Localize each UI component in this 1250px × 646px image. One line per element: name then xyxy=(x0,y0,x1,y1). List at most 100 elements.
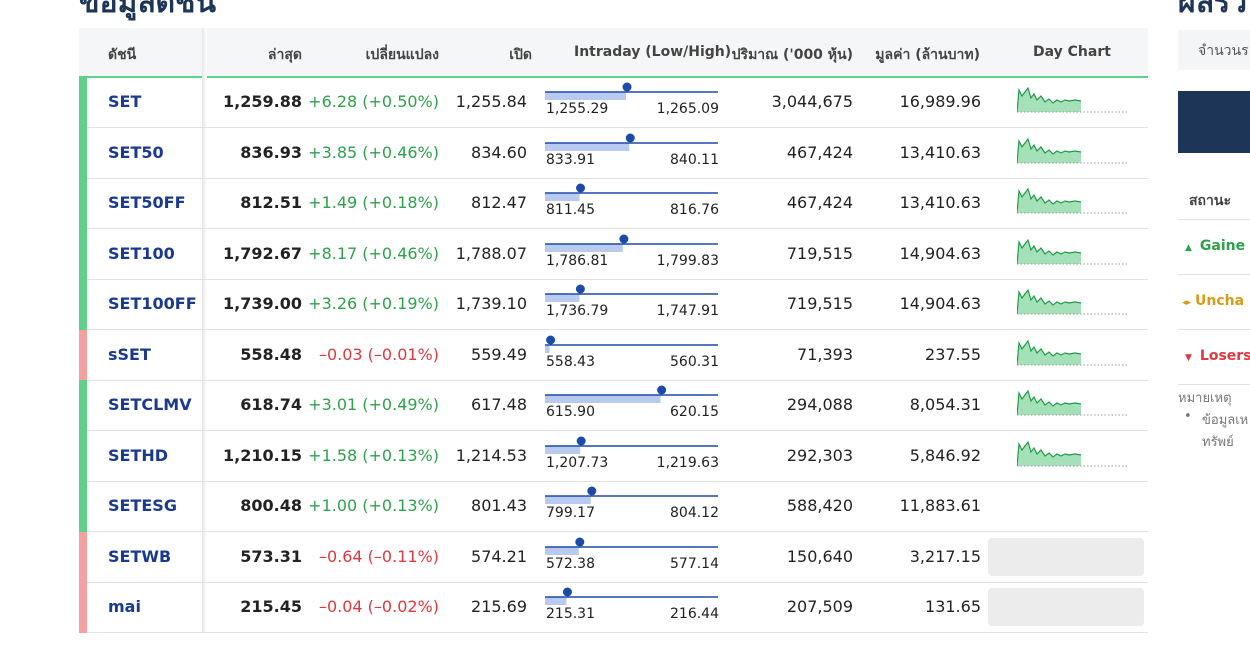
row-stripe xyxy=(79,228,87,280)
intraday-range xyxy=(545,335,718,353)
unchanged-label: Uncha xyxy=(1195,293,1245,309)
column-header: Day Chart xyxy=(1033,44,1111,60)
gainers-row: ▲ Gaine xyxy=(1185,238,1246,254)
index-name[interactable]: mai xyxy=(108,597,141,616)
trade-value: 13,410.63 xyxy=(899,142,981,162)
day-chart xyxy=(1017,137,1129,163)
table-row: SET 1,259.88 +6.28 (+0.50%) 1,255.84 1,255.2… xyxy=(79,77,1148,128)
intraday-fill xyxy=(545,193,580,201)
intraday-marker xyxy=(575,537,585,546)
change: +6.28 (+0.50%) xyxy=(308,92,439,111)
separator xyxy=(1178,329,1250,330)
trade-value: 14,904.63 xyxy=(899,243,981,263)
intraday-high: 560.31 xyxy=(670,353,719,370)
index-name[interactable]: SET xyxy=(108,92,142,111)
unchanged-row: ◂▸ Uncha xyxy=(1182,293,1245,309)
day-chart xyxy=(1017,86,1129,113)
intraday-low: 833.91 xyxy=(546,151,595,168)
index-name[interactable]: SETHD xyxy=(108,445,169,465)
index-name[interactable]: SET50FF xyxy=(108,193,186,212)
intraday-low: 1,786.81 xyxy=(546,252,609,269)
sparkline xyxy=(1017,86,1082,113)
intraday-high: 1,219.63 xyxy=(656,454,719,471)
trade-value: 14,904.63 xyxy=(899,294,981,313)
intraday-range xyxy=(545,133,718,151)
column-header: เปลี่ยนแปลง xyxy=(365,47,439,63)
volume: 467,424 xyxy=(786,142,853,162)
trade-value: 5,846.92 xyxy=(909,445,981,465)
change: +1.49 (+0.18%) xyxy=(308,193,439,212)
intraday-fill xyxy=(545,395,661,403)
index-name[interactable]: SET100 xyxy=(108,243,175,263)
volume: 292,303 xyxy=(786,445,853,465)
open-price: 801.43 xyxy=(471,496,527,515)
last-price: 558.48 xyxy=(240,344,302,364)
intraday-high: 1,799.83 xyxy=(656,252,719,269)
intraday-high: 577.14 xyxy=(670,555,719,572)
last-price: 836.93 xyxy=(240,142,302,162)
last-price: 1,739.00 xyxy=(223,294,302,313)
intraday-range xyxy=(545,587,718,605)
row-stripe xyxy=(79,582,87,633)
trade-value: 13,410.63 xyxy=(899,193,981,212)
volume: 467,424 xyxy=(786,193,853,212)
sparkline xyxy=(1017,440,1082,466)
intraday-marker xyxy=(546,335,556,344)
open-price: 1,739.10 xyxy=(455,294,527,313)
table-row: SET50FF 812.51 +1.49 (+0.18%) 812.47 811.45 8… xyxy=(79,178,1148,229)
intraday-low: 558.43 xyxy=(546,353,595,370)
change: +3.01 (+0.49%) xyxy=(308,395,439,414)
intraday-fill xyxy=(545,243,623,252)
intraday-fill xyxy=(545,142,630,151)
volume: 207,509 xyxy=(786,597,853,616)
row-stripe xyxy=(79,380,87,431)
last-price: 812.51 xyxy=(240,193,302,212)
index-name[interactable]: sSET xyxy=(108,344,151,364)
column-header: Intraday (Low/High) xyxy=(574,44,732,60)
intraday-range xyxy=(545,234,718,252)
column-header: มูลค่า (ล้านบาท) xyxy=(875,47,980,63)
intraday-low: 1,207.73 xyxy=(546,454,609,471)
note-line: ข้อมูลเห xyxy=(1202,413,1249,428)
last-price: 215.45 xyxy=(240,597,302,616)
gainers-label: Gaine xyxy=(1199,238,1246,254)
day-chart xyxy=(1017,288,1129,315)
intraday-marker xyxy=(576,183,586,193)
change: +8.17 (+0.46%) xyxy=(308,243,439,263)
intraday-range xyxy=(545,537,718,555)
table-header: ดัชนี ล่าสุด เปลี่ยนแปลง เปิด Intraday (Low/… xyxy=(79,28,1148,78)
intraday-marker xyxy=(625,133,635,142)
table-row: SET50 836.93 +3.85 (+0.46%) 834.60 833.91 840… xyxy=(79,127,1148,179)
sparkline xyxy=(1017,389,1082,416)
table-row: SET100FF 1,739.00 +3.26 (+0.19%) 1,739.10 1,… xyxy=(79,279,1148,330)
index-name[interactable]: SETESG xyxy=(108,496,177,515)
index-name[interactable]: SET100FF xyxy=(108,294,197,313)
volume: 71,393 xyxy=(797,344,853,364)
index-table: ดัชนี ล่าสุด เปลี่ยนแปลง เปิด Intraday (Low/… xyxy=(79,28,1148,633)
table-row: SETHD 1,210.15 +1.58 (+0.13%) 1,214.53 1,207… xyxy=(79,430,1148,482)
open-price: 1,214.53 xyxy=(455,445,527,465)
open-price: 812.47 xyxy=(471,193,527,212)
volume: 719,515 xyxy=(786,294,853,313)
intraday-marker xyxy=(657,385,667,395)
row-stripe xyxy=(79,77,87,128)
sparkline-area xyxy=(1017,340,1081,365)
trade-value: 131.65 xyxy=(925,597,981,616)
open-price: 574.21 xyxy=(471,546,527,566)
sparkline xyxy=(1017,238,1082,264)
intraday-low: 811.45 xyxy=(546,202,595,218)
row-stripe xyxy=(79,178,87,229)
index-name[interactable]: SETWB xyxy=(108,546,172,566)
intraday-high: 1,265.09 xyxy=(656,101,719,117)
last-price: 573.31 xyxy=(240,546,302,566)
row-stripe xyxy=(79,279,87,330)
losers-label: Losers xyxy=(1199,348,1250,364)
change: –0.04 (–0.02%) xyxy=(318,597,439,616)
index-name[interactable]: SETCLMV xyxy=(108,395,192,414)
intraday-low: 1,255.29 xyxy=(546,101,609,117)
table-row: SETCLMV 618.74 +3.01 (+0.49%) 617.48 615.90 6… xyxy=(79,380,1148,431)
index-name[interactable]: SET50 xyxy=(108,142,164,162)
filter-box[interactable] xyxy=(1178,30,1250,70)
change: +1.58 (+0.13%) xyxy=(308,445,439,465)
table-row: SETESG 800.48 +1.00 (+0.13%) 801.43 799.17 80… xyxy=(79,481,1148,532)
